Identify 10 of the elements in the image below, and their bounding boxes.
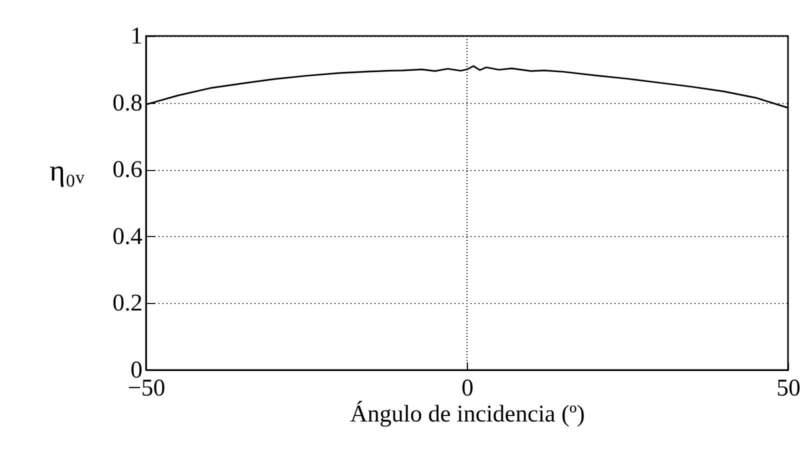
- y-tick-label: 0.2: [112, 290, 142, 317]
- y-axis-title: η₀ᵥ: [50, 154, 85, 188]
- x-axis-title: Ángulo de incidencia (º): [350, 400, 585, 428]
- y-tick-label: 0.6: [112, 157, 142, 184]
- y-tick-label: 0: [130, 358, 142, 384]
- x-tick-label: 50: [776, 376, 800, 402]
- y-tick-label: 0.8: [112, 90, 142, 116]
- y-tick-label: 0.4: [112, 224, 142, 250]
- x-tick-label: 0: [462, 376, 474, 402]
- y-tick-label: 1: [130, 24, 142, 50]
